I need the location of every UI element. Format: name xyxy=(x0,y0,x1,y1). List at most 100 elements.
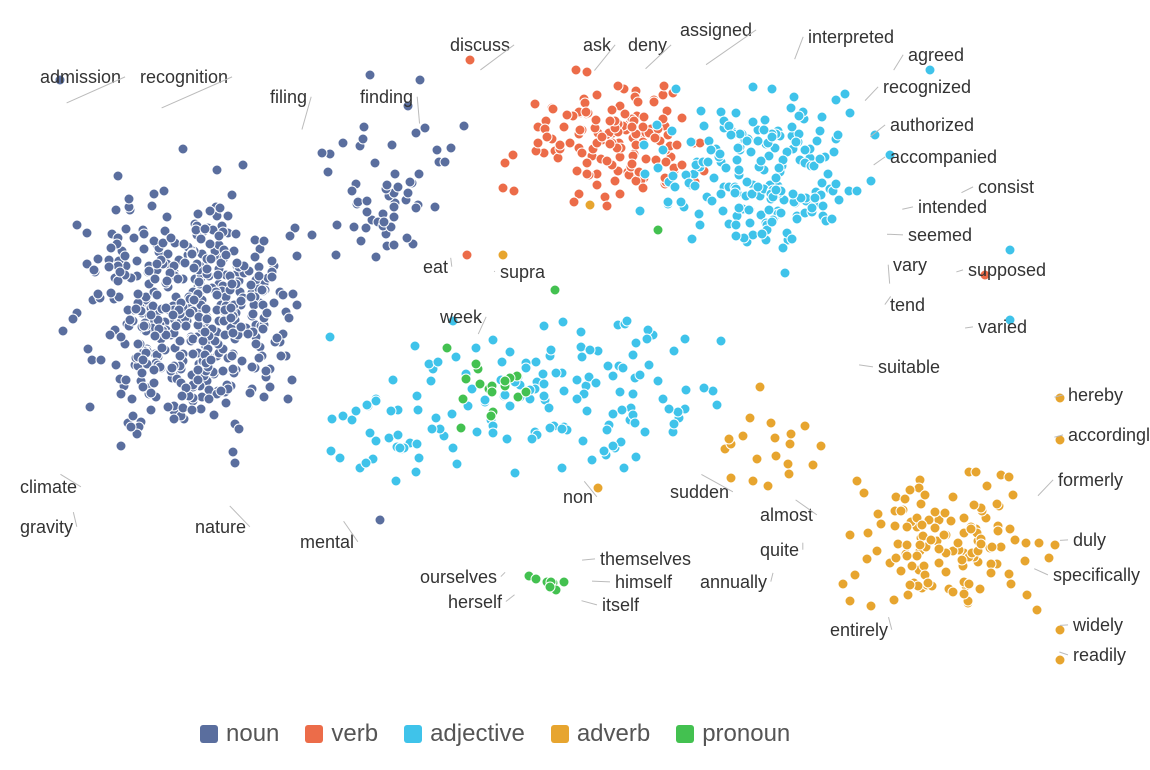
scatter-point-adverb xyxy=(807,460,818,471)
scatter-point-noun xyxy=(71,220,82,231)
scatter-point-adjective xyxy=(521,362,532,373)
scatter-point-adverb xyxy=(958,589,969,600)
scatter-point-verb xyxy=(672,140,683,151)
scatter-point-noun xyxy=(246,280,257,291)
scatter-point-noun xyxy=(291,251,302,262)
point-label: consist xyxy=(978,177,1034,198)
scatter-point-noun xyxy=(85,402,96,413)
legend-item-adjective: adjective xyxy=(404,720,525,748)
scatter-point-noun xyxy=(146,201,157,212)
legend-label: adjective xyxy=(430,720,525,748)
scatter-point-noun xyxy=(348,221,359,232)
scatter-point-noun xyxy=(331,220,342,231)
scatter-point-noun xyxy=(151,258,162,269)
scatter-point-adjective xyxy=(696,105,707,116)
scatter-point-adverb xyxy=(838,579,849,590)
scatter-point-noun xyxy=(226,279,237,290)
scatter-point-adjective xyxy=(385,405,396,416)
scatter-point-noun xyxy=(202,264,213,275)
scatter-point-noun xyxy=(238,160,249,171)
scatter-point-noun xyxy=(200,327,211,338)
label-leader xyxy=(494,271,496,273)
label-leader xyxy=(873,156,885,165)
scatter-point-adjective xyxy=(497,356,508,367)
scatter-point-noun xyxy=(115,331,126,342)
scatter-point-noun xyxy=(180,321,191,332)
label-leader xyxy=(1060,624,1068,626)
scatter-point-verb xyxy=(602,200,613,211)
scatter-point-adjective xyxy=(531,356,542,367)
scatter-point-noun xyxy=(113,276,124,287)
scatter-point-adjective xyxy=(664,403,675,414)
scatter-point-adjective xyxy=(680,384,691,395)
scatter-point-pronoun xyxy=(471,358,482,369)
scatter-point-adjective xyxy=(758,124,769,135)
scatter-point-adjective xyxy=(793,110,804,121)
scatter-point-noun xyxy=(231,229,242,240)
scatter-point-adjective xyxy=(830,179,841,190)
scatter-point-adjective xyxy=(571,375,582,386)
point-label: ourselves xyxy=(420,567,497,588)
scatter-point-noun xyxy=(356,236,367,247)
point-label: entirely xyxy=(830,620,888,641)
scatter-point-adjective xyxy=(335,453,346,464)
scatter-point-adjective xyxy=(557,424,568,435)
scatter-point-adverb xyxy=(1004,471,1015,482)
scatter-point-noun xyxy=(200,223,211,234)
scatter-point-noun xyxy=(246,292,257,303)
scatter-point-noun xyxy=(338,137,349,148)
scatter-point-adjective xyxy=(539,321,550,332)
label-leader xyxy=(887,265,890,284)
scatter-point-noun xyxy=(283,313,294,324)
scatter-point-noun xyxy=(249,251,260,262)
label-leader xyxy=(794,36,804,59)
scatter-point-adjective xyxy=(695,219,706,230)
scatter-point-verb xyxy=(649,133,660,144)
scatter-point-adjective xyxy=(752,182,763,193)
scatter-point-adverb xyxy=(919,489,930,500)
scatter-point-adverb xyxy=(816,440,827,451)
scatter-point-adverb xyxy=(771,451,782,462)
scatter-point-adverb xyxy=(1009,534,1020,545)
scatter-point-adjective xyxy=(450,351,461,362)
scatter-point-adjective xyxy=(787,189,798,200)
scatter-point-adjective xyxy=(831,95,842,106)
scatter-point-adjective xyxy=(471,342,482,353)
scatter-point-noun xyxy=(148,364,159,375)
scatter-point-noun xyxy=(124,194,135,205)
scatter-point-adverb xyxy=(769,433,780,444)
scatter-point-noun xyxy=(132,338,143,349)
scatter-point-adverb xyxy=(1020,538,1031,549)
label-leader xyxy=(229,505,250,527)
scatter-point-noun xyxy=(244,387,255,398)
scatter-point-adjective xyxy=(733,165,744,176)
scatter-point-noun xyxy=(388,239,399,250)
scatter-point-verb xyxy=(465,55,476,66)
scatter-point-verb xyxy=(609,175,620,186)
label-leader xyxy=(893,54,903,70)
scatter-point-adjective xyxy=(607,370,618,381)
scatter-point-noun xyxy=(162,402,173,413)
scatter-point-adjective xyxy=(502,433,513,444)
scatter-point-adjective xyxy=(720,162,731,173)
scatter-point-noun xyxy=(128,410,139,421)
scatter-point-noun xyxy=(193,375,204,386)
scatter-point-adverb xyxy=(1020,556,1031,567)
scatter-point-noun xyxy=(200,303,211,314)
scatter-point-adjective xyxy=(576,327,587,338)
scatter-point-noun xyxy=(291,299,302,310)
scatter-point-adjective xyxy=(787,122,798,133)
point-label: herself xyxy=(448,592,502,613)
scatter-point-adjective xyxy=(766,83,777,94)
scatter-point-adjective xyxy=(657,144,668,155)
scatter-point-adjective xyxy=(744,204,755,215)
scatter-point-adverb xyxy=(845,596,856,607)
scatter-point-adjective xyxy=(706,196,717,207)
scatter-point-noun xyxy=(446,142,457,153)
scatter-point-adjective xyxy=(327,414,338,425)
scatter-point-noun xyxy=(106,243,117,254)
scatter-point-adjective xyxy=(676,196,687,207)
label-leader xyxy=(73,512,78,527)
scatter-point-adjective xyxy=(545,422,556,433)
scatter-point-noun xyxy=(174,351,185,362)
